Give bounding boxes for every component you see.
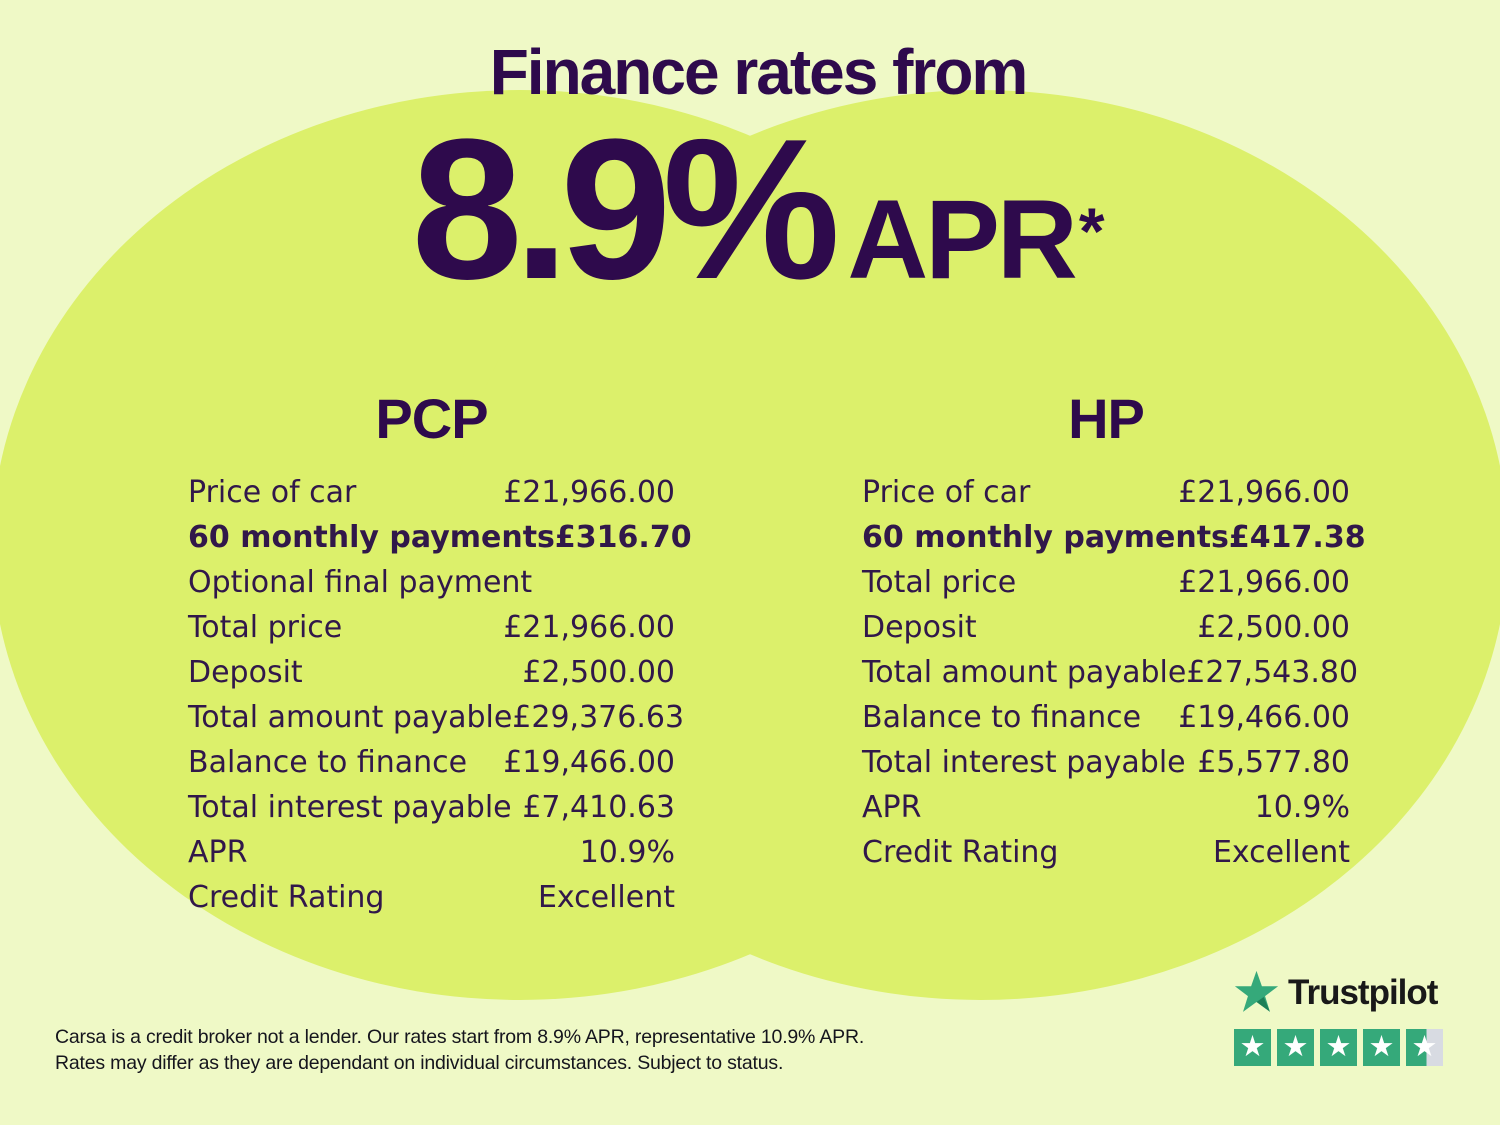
rating-star-box: ★: [1277, 1029, 1314, 1066]
row-label: Deposit: [188, 655, 303, 690]
table-row: Price of car £21,966.00: [188, 470, 675, 515]
table-row: Optional final payment: [188, 560, 675, 605]
row-label: Price of car: [188, 475, 357, 510]
table-row: 60 monthly payments £417.38: [862, 515, 1366, 560]
star-icon: ★: [1282, 1029, 1309, 1063]
star-icon: ★: [1411, 1029, 1438, 1063]
row-value: £417.38: [1228, 520, 1366, 555]
trustpilot-brand-name: Trustpilot: [1288, 972, 1438, 1012]
rate-value: 8.9%: [411, 98, 840, 321]
pcp-rows: Price of car £21,966.00 60 monthly payment…: [188, 470, 692, 920]
table-row: Balance to finance £19,466.00: [862, 695, 1350, 740]
background-circle-right: [453, 90, 1500, 1000]
row-label: Total amount payable: [862, 655, 1187, 690]
row-label: Total price: [862, 565, 1017, 600]
table-row: APR 10.9%: [862, 785, 1350, 830]
disclaimer-text: Carsa is a credit broker not a lender. O…: [55, 1024, 864, 1076]
trustpilot-block: Trustpilot ★ ★ ★ ★ ★: [1234, 970, 1446, 1066]
row-value: £21,966.00: [503, 475, 675, 510]
pcp-table: PCP Price of car £21,966.00 60 monthly pay…: [188, 387, 692, 920]
row-label: Total amount payable: [188, 700, 513, 735]
table-row: Total interest payable £5,577.80: [862, 740, 1350, 785]
star-icon: ★: [1239, 1029, 1266, 1063]
hp-table: HP Price of car £21,966.00 60 monthly paym…: [862, 387, 1366, 875]
row-value: £316.70: [554, 520, 692, 555]
star-icon: ★: [1368, 1029, 1395, 1063]
row-label: Total price: [188, 610, 343, 645]
hp-rows: Price of car £21,966.00 60 monthly payment…: [862, 470, 1366, 875]
table-row: Deposit £2,500.00: [862, 605, 1350, 650]
disclaimer-line-2: Rates may differ as they are dependant o…: [55, 1052, 784, 1074]
row-label: Price of car: [862, 475, 1031, 510]
row-label: 60 monthly payments: [862, 520, 1229, 555]
pcp-heading: PCP: [375, 387, 488, 450]
row-value: £21,966.00: [1178, 475, 1350, 510]
row-value: £2,500.00: [522, 655, 675, 690]
table-row: Total amount payable £27,543.80: [862, 650, 1358, 695]
rating-star-box: ★: [1320, 1029, 1357, 1066]
table-row: Deposit £2,500.00: [188, 650, 675, 695]
row-label: 60 monthly payments: [188, 520, 555, 555]
row-label: Credit Rating: [862, 835, 1059, 870]
row-value: £2,500.00: [1197, 610, 1350, 645]
table-row: 60 monthly payments £316.70: [188, 515, 692, 560]
table-row: Total interest payable £7,410.63: [188, 785, 675, 830]
table-row: Credit Rating Excellent: [862, 830, 1350, 875]
trustpilot-star-icon: [1234, 970, 1279, 1012]
row-value: £29,376.63: [512, 700, 685, 735]
table-row: Balance to finance £19,466.00: [188, 740, 675, 785]
row-value: £19,466.00: [1178, 700, 1350, 735]
row-value: £19,466.00: [503, 745, 675, 780]
row-label: Balance to finance: [188, 745, 468, 780]
page-title: Finance rates from: [489, 36, 1029, 108]
table-row: Total amount payable £29,376.63: [188, 695, 684, 740]
disclaimer-line-1: Carsa is a credit broker not a lender. O…: [55, 1026, 865, 1048]
row-label: Balance to finance: [862, 700, 1142, 735]
headline-rate: 8.9% APR *: [0, 110, 1500, 310]
rating-star-box: ★: [1406, 1029, 1443, 1066]
trustpilot-star-shadow: [1256, 997, 1270, 1012]
row-label: Deposit: [862, 610, 977, 645]
star-icon: ★: [1325, 1029, 1352, 1063]
row-value: 10.9%: [1254, 790, 1350, 825]
row-value: £21,966.00: [503, 610, 675, 645]
row-label: APR: [862, 790, 922, 825]
table-row: Total price £21,966.00: [862, 560, 1350, 605]
row-value: £5,577.80: [1197, 745, 1350, 780]
hp-heading: HP: [1068, 387, 1145, 450]
row-label: Optional final payment: [188, 565, 533, 600]
rating-star-box: ★: [1234, 1029, 1271, 1066]
row-value: £7,410.63: [522, 790, 675, 825]
row-value: £21,966.00: [1178, 565, 1350, 600]
rate-asterisk: *: [1078, 194, 1105, 268]
row-value: Excellent: [1212, 835, 1350, 870]
row-label: Total interest payable: [862, 745, 1186, 780]
trustpilot-star-rating: ★ ★ ★ ★ ★: [1234, 1029, 1446, 1066]
row-value: 10.9%: [579, 835, 675, 870]
trustpilot-logo: Trustpilot: [1234, 970, 1446, 1015]
table-row: APR 10.9%: [188, 830, 675, 875]
rating-star-box: ★: [1363, 1029, 1400, 1066]
table-row: Price of car £21,966.00: [862, 470, 1350, 515]
row-value: £27,543.80: [1186, 655, 1359, 690]
table-row: Total price £21,966.00: [188, 605, 675, 650]
row-value: Excellent: [537, 880, 675, 915]
row-label: APR: [188, 835, 248, 870]
rate-unit: APR: [847, 177, 1077, 302]
row-label: Total interest payable: [188, 790, 512, 825]
row-label: Credit Rating: [188, 880, 385, 915]
table-row: Credit Rating Excellent: [188, 875, 675, 920]
